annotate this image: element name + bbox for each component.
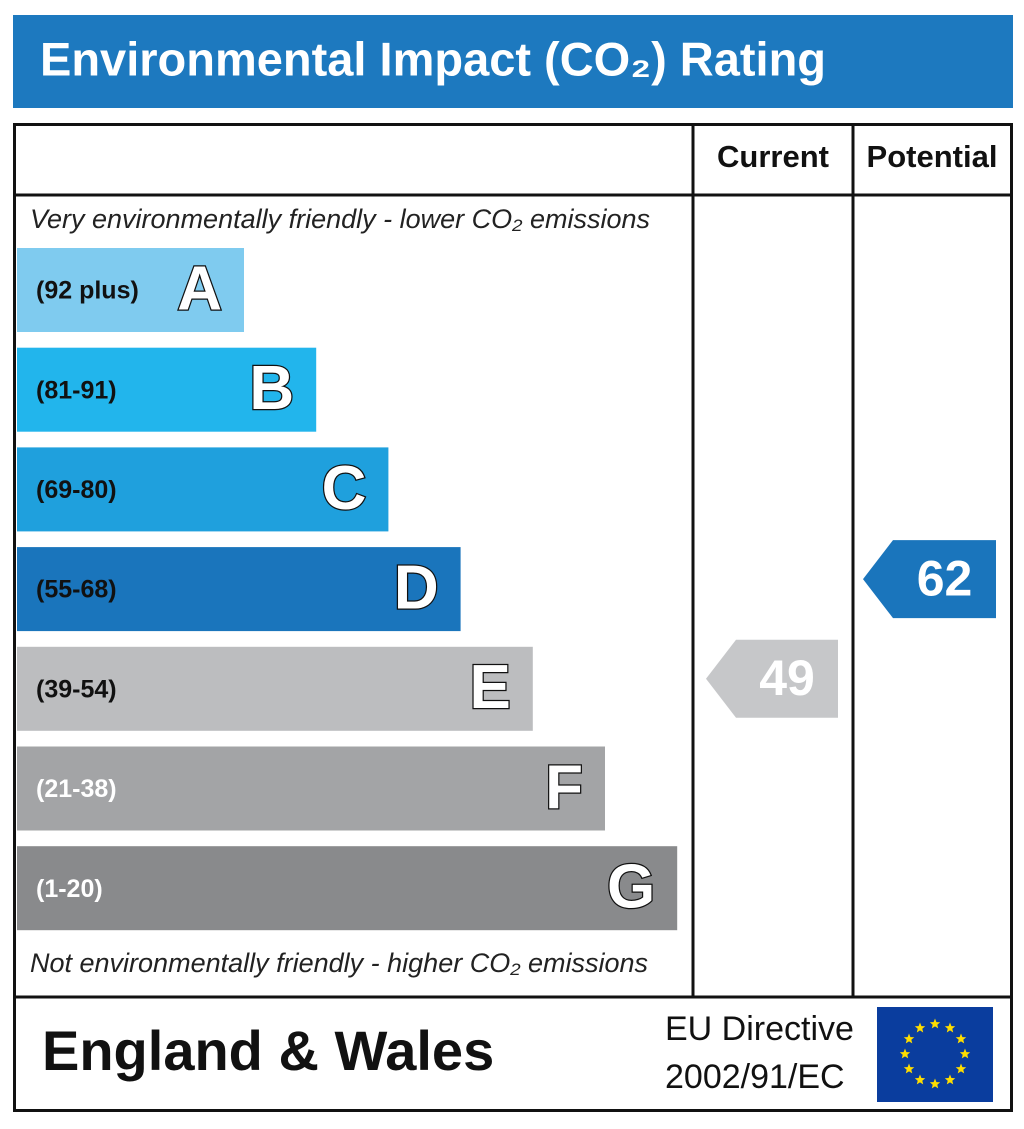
rating-value: 49 (759, 650, 815, 706)
column-header: Potential (867, 139, 998, 174)
eu-star (914, 1074, 926, 1085)
band (17, 248, 244, 332)
eu-star (929, 1018, 941, 1029)
band (17, 646, 533, 731)
eu-star (955, 1033, 967, 1044)
band-letter: C (322, 454, 367, 523)
band-letter: G (607, 853, 655, 922)
rating-arrow (706, 639, 838, 718)
band-range: (55-68) (36, 576, 117, 604)
rating-value: 62 (917, 550, 973, 606)
title-bar (13, 15, 1013, 108)
column-header: Current (717, 139, 829, 174)
chart-title: Environmental Impact (CO₂) Rating (40, 32, 826, 85)
band (17, 347, 317, 432)
region: England & Wales (42, 1019, 494, 1082)
band-letter: E (469, 653, 510, 722)
rating-arrow (863, 540, 996, 619)
band-range: (39-54) (36, 675, 117, 703)
band-range: (69-80) (36, 476, 117, 504)
band-letter: D (394, 553, 439, 622)
bottom-note: Not environmentally friendly - higher CO… (30, 948, 648, 978)
eu-star (929, 1078, 941, 1089)
top-note: Very environmentally friendly - lower CO… (30, 204, 650, 234)
eu-star (955, 1063, 967, 1074)
eu-star (903, 1033, 915, 1044)
eu-star (914, 1022, 926, 1033)
band-letter: B (249, 354, 294, 423)
eu-star (903, 1063, 915, 1074)
band-letter: F (545, 753, 583, 822)
eu-star (944, 1074, 956, 1085)
band (17, 547, 461, 632)
directive: 2002/91/EC (665, 1058, 845, 1096)
band (17, 447, 389, 532)
band-letter: A (177, 254, 222, 323)
directive: EU Directive (665, 1010, 854, 1048)
eu-star (944, 1022, 956, 1033)
band-range: (21-38) (36, 775, 117, 803)
eu-star (899, 1048, 911, 1059)
band-range: (81-91) (36, 376, 117, 404)
band (17, 746, 605, 831)
band (17, 846, 678, 931)
eu-stars (899, 1018, 971, 1089)
band-range: (92 plus) (36, 277, 139, 305)
band-range: (1-20) (36, 875, 103, 903)
frame (13, 123, 1013, 1112)
eu-star (959, 1048, 971, 1059)
